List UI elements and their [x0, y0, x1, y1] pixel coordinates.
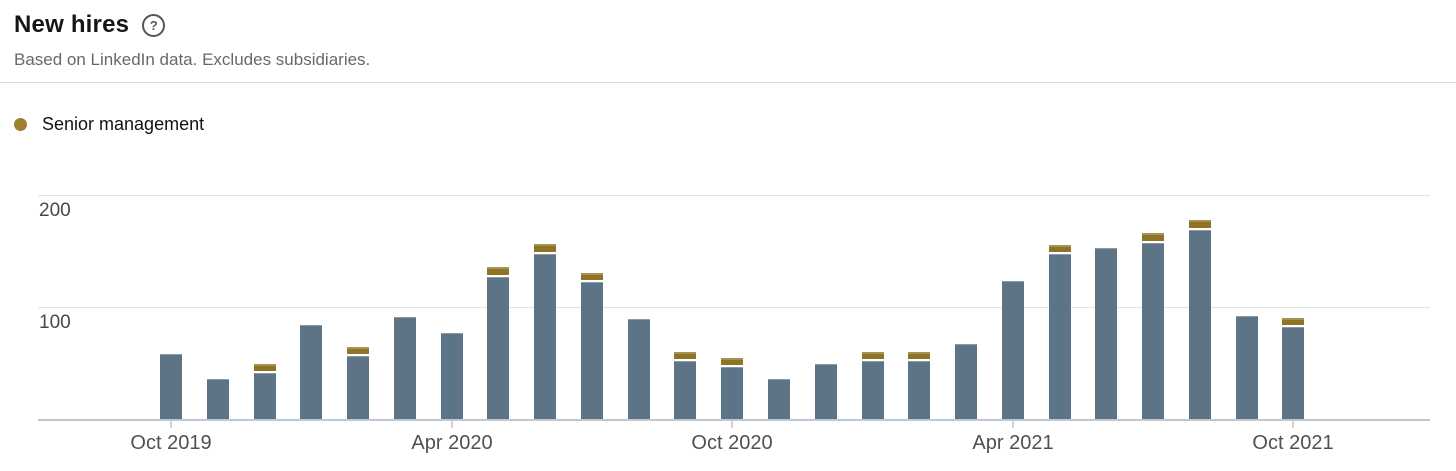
bar-jul-2020[interactable] [581, 282, 603, 419]
bar-jan-2020[interactable] [300, 325, 322, 419]
bar-senior-management-oct-2020[interactable] [721, 358, 743, 367]
bar-senior-management-jun-2020[interactable] [534, 244, 556, 254]
bar-nov-2020[interactable] [768, 379, 790, 419]
bar-feb-2020[interactable] [347, 356, 369, 419]
bar-senior-management-dec-2019[interactable] [254, 364, 276, 373]
header: New hires ? [14, 11, 166, 39]
x-axis-tick-oct-2020 [731, 421, 733, 428]
legend-label-senior-management: Senior management [42, 114, 205, 134]
bar-senior-management-feb-2020[interactable] [347, 347, 369, 356]
bar-dec-2020[interactable] [815, 364, 837, 419]
bar-sep-2020[interactable] [674, 361, 696, 419]
bar-oct-2020[interactable] [721, 367, 743, 419]
x-axis-tick-apr-2020 [451, 421, 453, 428]
gridline-100 [38, 307, 1430, 308]
legend: Senior management [14, 114, 204, 135]
bar-senior-management-jan-2021[interactable] [862, 352, 884, 361]
x-axis-label-apr-2020: Apr 2020 [411, 432, 493, 454]
bar-aug-2021[interactable] [1189, 230, 1211, 419]
bar-senior-management-may-2021[interactable] [1049, 245, 1071, 254]
bar-jun-2021[interactable] [1095, 248, 1117, 419]
subtitle: Based on LinkedIn data. Excludes subsidi… [14, 50, 371, 69]
help-icon[interactable]: ? [142, 13, 166, 37]
bar-jan-2021[interactable] [862, 361, 884, 419]
bar-senior-management-oct-2021[interactable] [1282, 318, 1304, 327]
bar-sep-2021[interactable] [1236, 316, 1258, 419]
bar-senior-management-sep-2020[interactable] [674, 352, 696, 361]
bar-apr-2020[interactable] [441, 333, 463, 419]
x-axis-tick-oct-2019 [170, 421, 172, 428]
x-axis-tick-oct-2021 [1292, 421, 1294, 428]
x-axis-label-apr-2021: Apr 2021 [972, 432, 1054, 454]
bar-senior-management-jul-2020[interactable] [581, 273, 603, 282]
x-axis-label-oct-2021: Oct 2021 [1252, 432, 1334, 454]
bar-jun-2020[interactable] [534, 254, 556, 419]
bar-feb-2021[interactable] [908, 361, 930, 419]
bar-mar-2020[interactable] [394, 317, 416, 419]
bar-nov-2019[interactable] [207, 379, 229, 419]
bar-senior-management-feb-2021[interactable] [908, 352, 930, 361]
header-divider [0, 82, 1456, 83]
bar-may-2021[interactable] [1049, 254, 1071, 419]
legend-dot-senior-management-icon [14, 118, 27, 131]
bar-apr-2021[interactable] [1002, 281, 1024, 419]
bar-senior-management-jul-2021[interactable] [1142, 233, 1164, 243]
bar-aug-2020[interactable] [628, 319, 650, 419]
bar-may-2020[interactable] [487, 277, 509, 419]
page-title: New hires [14, 11, 130, 38]
x-axis-tick-apr-2021 [1012, 421, 1014, 428]
bar-jul-2021[interactable] [1142, 243, 1164, 419]
y-axis-label-200: 200 [39, 200, 71, 221]
bar-senior-management-aug-2021[interactable] [1189, 220, 1211, 230]
y-axis-label-100: 100 [39, 312, 71, 333]
bar-mar-2021[interactable] [955, 344, 977, 419]
bar-senior-management-may-2020[interactable] [487, 267, 509, 277]
new-hires-bar-chart: 100 200 Oct 2019 Apr 2020 Oct 2020 Apr 2021 Oc… [38, 195, 1430, 454]
x-axis-label-oct-2020: Oct 2020 [691, 432, 773, 454]
bar-oct-2021[interactable] [1282, 327, 1304, 419]
bar-dec-2019[interactable] [254, 373, 276, 419]
bar-oct-2019[interactable] [160, 354, 182, 419]
gridline-200 [38, 195, 1430, 196]
x-axis-label-oct-2019: Oct 2019 [130, 432, 212, 454]
